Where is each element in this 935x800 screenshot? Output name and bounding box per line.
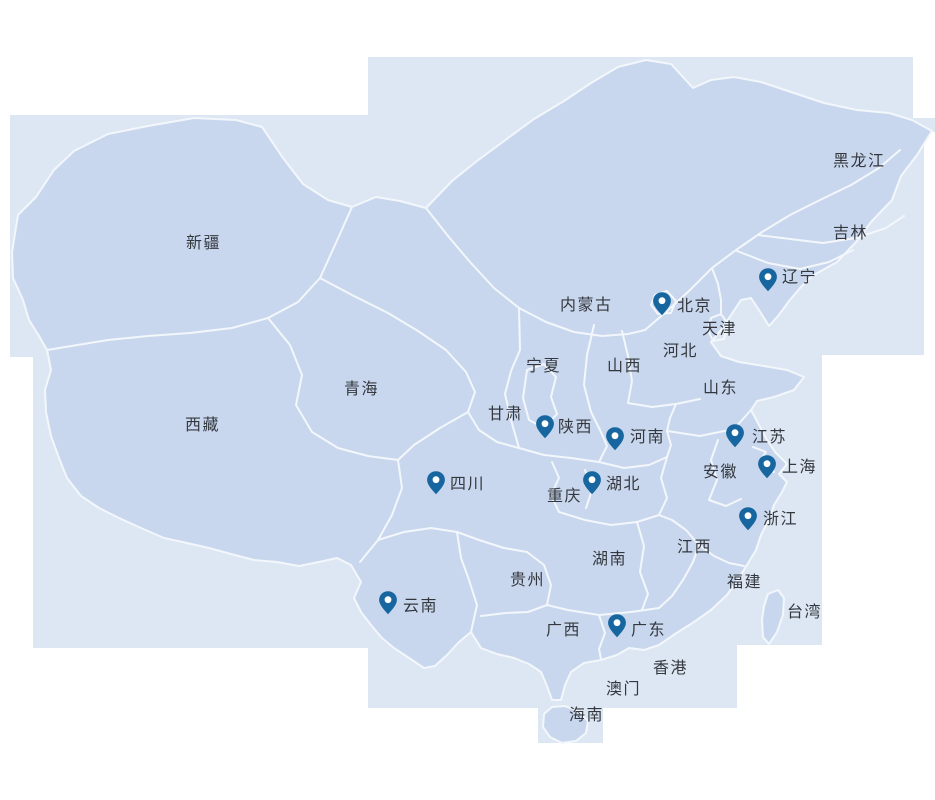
taiwan-island[interactable] bbox=[761, 589, 785, 645]
hainan-island[interactable] bbox=[542, 705, 589, 744]
china-landmass[interactable] bbox=[11, 59, 933, 701]
province-borders bbox=[46, 149, 905, 660]
